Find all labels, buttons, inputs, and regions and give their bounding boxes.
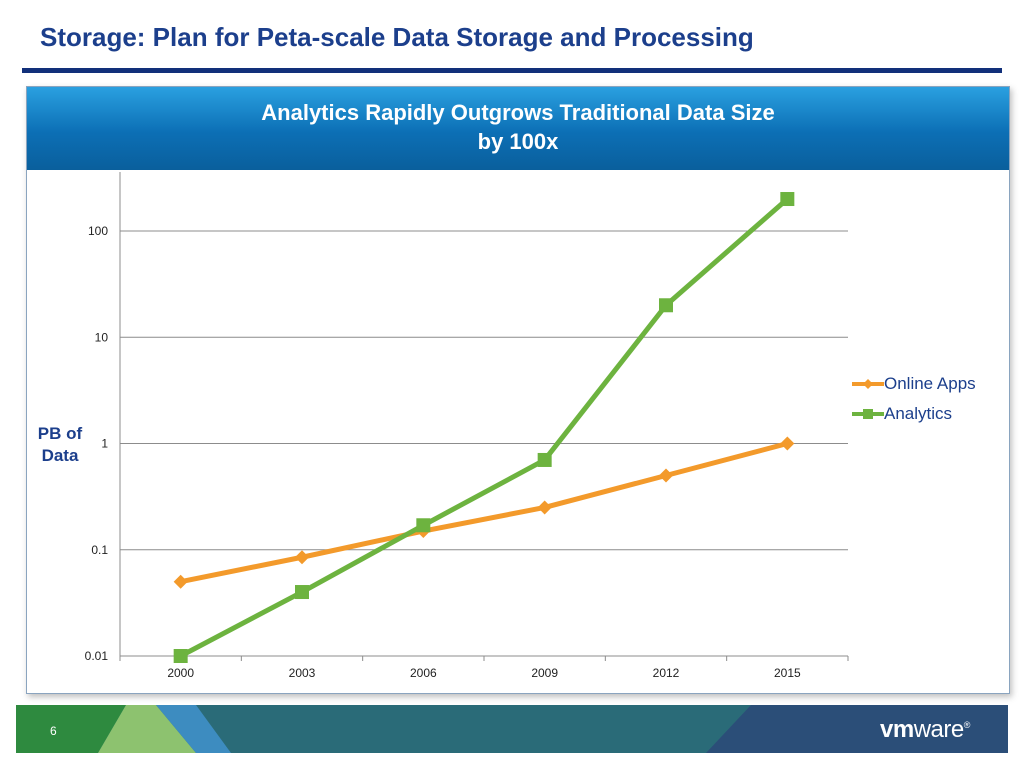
chart-title-line-2: by 100x (477, 129, 559, 154)
chart-title-line-1: Analytics Rapidly Outgrows Traditional D… (261, 100, 775, 125)
data-point-analytics (173, 649, 188, 663)
logo-registered-mark: ® (963, 720, 971, 730)
footer-bar (16, 705, 1008, 753)
y-tick-label: 0.01 (85, 649, 109, 663)
data-point-analytics (780, 192, 795, 207)
x-tick-label: 2000 (167, 666, 194, 680)
data-point-analytics (295, 585, 309, 600)
y-axis-label: PB of Data (28, 423, 92, 467)
x-tick-label: 2009 (531, 666, 558, 680)
series-line-analytics (179, 197, 789, 659)
y-axis-label-line-2: Data (41, 446, 79, 465)
logo-vm: vm (880, 716, 914, 743)
x-tick-label: 2015 (774, 666, 801, 680)
square-marker-icon (852, 409, 884, 419)
data-point-analytics (537, 452, 552, 467)
series-line-online-apps (180, 441, 788, 585)
data-point-online-apps (537, 500, 552, 515)
chart-panel: Analytics Rapidly Outgrows Traditional D… (26, 86, 1010, 694)
x-tick-label: 2006 (410, 666, 437, 680)
legend-label-online-apps: Online Apps (884, 374, 976, 393)
chart-title-banner: Analytics Rapidly Outgrows Traditional D… (27, 87, 1009, 170)
title-divider (22, 68, 1002, 73)
data-point-online-apps (173, 574, 188, 589)
data-point-online-apps (780, 436, 795, 451)
y-tick-label: 100 (88, 224, 108, 238)
y-axis-label-line-1: PB of (37, 424, 83, 443)
page-number: 6 (50, 724, 57, 738)
legend-label-analytics: Analytics (884, 404, 953, 423)
x-tick-label: 2003 (289, 666, 316, 680)
data-point-analytics (659, 298, 673, 313)
vmware-logo: vmware® (880, 716, 970, 744)
data-point-online-apps (659, 468, 673, 483)
data-point-online-apps (295, 550, 309, 565)
logo-ware: ware (913, 716, 965, 743)
y-tick-label: 0.1 (91, 543, 108, 557)
data-point-analytics (416, 518, 431, 533)
slide-title: Storage: Plan for Peta-scale Data Storag… (40, 22, 754, 52)
x-tick-label: 2012 (653, 666, 680, 680)
diamond-marker-icon (852, 379, 884, 389)
y-tick-label: 10 (95, 330, 109, 344)
y-tick-label: 1 (101, 437, 108, 451)
